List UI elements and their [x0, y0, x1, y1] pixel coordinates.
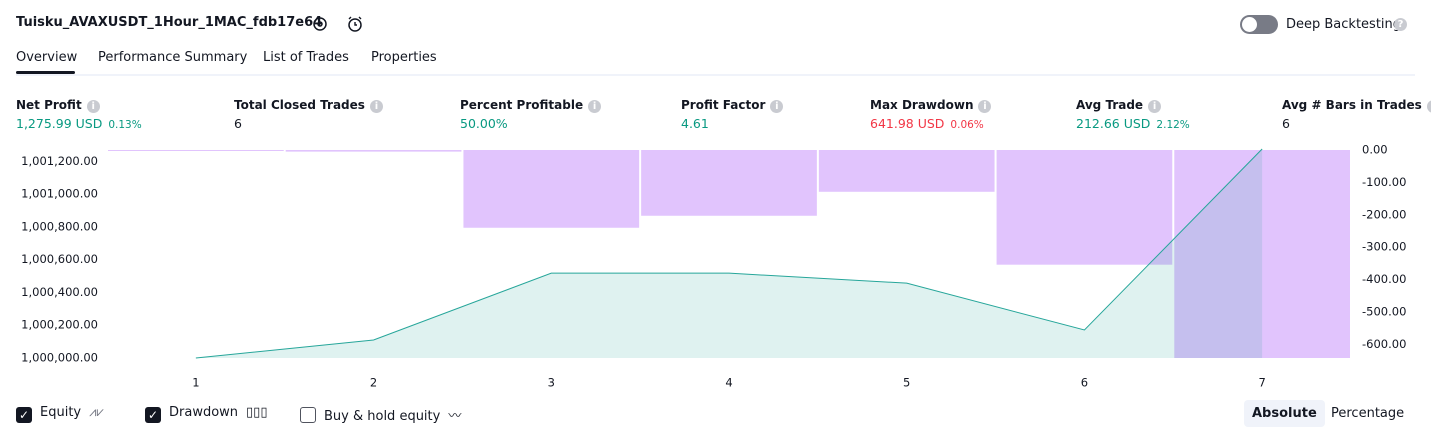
- metric-value: 641.98 USD: [870, 116, 945, 131]
- x-tick-label: 2: [370, 376, 377, 390]
- y-tick-label: 1,000,800.00: [21, 219, 98, 233]
- y2-tick-label: -400.00: [1362, 272, 1406, 286]
- y2-tick-label: -300.00: [1362, 240, 1406, 254]
- y-tick-label: 1,000,600.00: [21, 252, 98, 266]
- metric-label: Percent Profitable: [460, 98, 584, 112]
- metric: Avg Trade i 212.66 USD 2.12%: [1076, 98, 1190, 131]
- metric-sub: 2.12%: [1156, 119, 1190, 131]
- metric-value: 212.66 USD: [1076, 116, 1151, 131]
- legend-toggle[interactable]: ✓ Drawdown ▯▯▯: [145, 405, 268, 423]
- equity-area: [195, 149, 1263, 358]
- legend-toggle[interactable]: ✓ Equity ⩘⩗: [16, 405, 104, 423]
- metric-label: Net Profit: [16, 98, 82, 112]
- alert-icon[interactable]: [348, 18, 362, 32]
- help-icon[interactable]: ?: [1394, 18, 1407, 31]
- drawdown-bar: [108, 150, 284, 151]
- drawdown-bar: [285, 150, 462, 152]
- metric-value: 50.00%: [460, 116, 508, 131]
- strategy-title: Tuisku_AVAXUSDT_1Hour_1MAC_fdb17e64: [16, 15, 323, 30]
- y2-tick-label: -200.00: [1362, 207, 1406, 221]
- tab[interactable]: Performance Summary: [98, 50, 248, 65]
- drawdown-bar: [818, 150, 995, 192]
- deep-backtesting-toggle[interactable]: [1240, 15, 1278, 34]
- x-tick-label: 1: [192, 376, 199, 390]
- metric-label: Profit Factor: [681, 98, 766, 112]
- scale-mode[interactable]: Percentage: [1331, 406, 1405, 421]
- y2-tick-label: -600.00: [1362, 337, 1406, 351]
- metric: Total Closed Trades i 6: [234, 94, 383, 132]
- y-tick-label: 1,001,200.00: [21, 154, 98, 168]
- metric-label: Avg # Bars in Trades: [1282, 98, 1422, 112]
- metric-label: Max Drawdown: [870, 98, 974, 112]
- tab[interactable]: Properties: [371, 50, 437, 65]
- x-tick-label: 7: [1258, 376, 1265, 390]
- y-tick-label: 1,001,000.00: [21, 187, 98, 201]
- metric-value: 6: [1282, 116, 1290, 131]
- y2-tick-label: -100.00: [1362, 175, 1406, 189]
- x-tick-label: 4: [725, 376, 732, 390]
- tab-active[interactable]: Overview: [16, 50, 78, 65]
- deep-backtesting-label: Deep Backtesting: [1286, 17, 1402, 32]
- metric-value: 6: [234, 116, 242, 131]
- metric-sub: 0.06%: [950, 119, 984, 131]
- legend-label: Buy & hold equity: [324, 409, 441, 424]
- tab-separator: [16, 74, 1415, 76]
- metric: Profit Factor i 4.61: [681, 94, 784, 132]
- y-tick-label: 1,000,400.00: [21, 285, 98, 299]
- metric-value: 4.61: [681, 116, 709, 131]
- x-tick-label: 6: [1081, 376, 1088, 390]
- legend-toggle[interactable]: Buy & hold equity 〰: [300, 405, 461, 424]
- metric-sub: 0.13%: [108, 119, 142, 131]
- settings-icon[interactable]: [313, 17, 327, 31]
- metric: Max Drawdown i 641.98 USD 0.06%: [870, 94, 992, 132]
- x-tick-label: 5: [903, 376, 910, 390]
- legend-label: Drawdown: [169, 405, 239, 420]
- metric-label: Avg Trade: [1076, 98, 1144, 112]
- equity-chart: 1,000,000.00 1,000,200.00 1,000,400.00 1,00…: [21, 143, 1406, 390]
- metric: Percent Profitable i 50.00%: [460, 94, 602, 132]
- tab[interactable]: List of Trades: [263, 50, 349, 65]
- drawdown-bar: [1174, 150, 1350, 358]
- metric-label: Total Closed Trades: [234, 98, 365, 112]
- legend-label: Equity: [40, 405, 82, 420]
- y-tick-label: 1,000,200.00: [21, 318, 98, 332]
- tab-underline: [16, 71, 75, 74]
- metric: Net Profit i 1,275.99 USD 0.13%: [16, 98, 142, 131]
- metric-value: 1,275.99 USD: [16, 116, 103, 131]
- y-tick-label: 1,000,000.00: [21, 351, 98, 365]
- y2-tick-label: 0.00: [1362, 143, 1388, 157]
- x-tick-label: 3: [548, 376, 555, 390]
- header-icons: [313, 16, 362, 32]
- drawdown-bar: [463, 150, 640, 228]
- drawdown-bar: [641, 150, 817, 216]
- y2-tick-label: -500.00: [1362, 304, 1406, 318]
- scale-mode-active[interactable]: Absolute: [1244, 400, 1325, 427]
- equity-line: [195, 148, 1263, 359]
- drawdown-bar: [996, 150, 1173, 265]
